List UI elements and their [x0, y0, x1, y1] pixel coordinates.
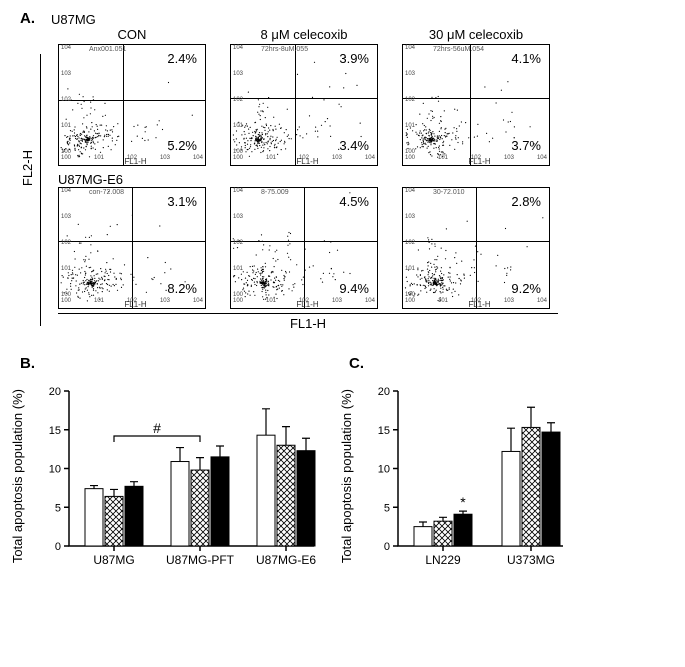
facs-inner-label: 72hrs-8uM.055: [261, 46, 308, 53]
facs-pct-ur: 4.5%: [339, 194, 369, 209]
fl1-axis-label: FL1-H: [58, 313, 558, 331]
facs-plot: 8-75.0094.5%9.4%100101102103104104103102…: [230, 187, 378, 309]
facs-pct-lr: 8.2%: [167, 281, 197, 296]
bar: [257, 435, 275, 546]
svg-text:10: 10: [49, 464, 61, 476]
cond-0: CON: [58, 27, 206, 42]
svg-text:0: 0: [55, 541, 61, 553]
panel-a: A. U87MG CON 8 μM celecoxib 30 μM celeco…: [10, 10, 675, 331]
facs-axis-mini: FL1-H: [296, 300, 318, 309]
facs-pct-lr: 3.7%: [511, 138, 541, 153]
cell-line-row2: U87MG-E6: [58, 172, 675, 187]
panel-c-label: C.: [349, 355, 568, 372]
facs-axis-mini: FL1-H: [468, 157, 490, 166]
facs-row: con-72.0083.1%8.2%1001011021031041041031…: [58, 187, 675, 309]
panel-c-ylabel: Total apoptosis population (%): [339, 389, 354, 563]
svg-text:LN229: LN229: [425, 553, 461, 567]
cell-line-row1: U87MG: [51, 12, 96, 27]
facs-pct-lr: 9.2%: [511, 281, 541, 296]
facs-axis-mini: FL1-H: [124, 300, 146, 309]
facs-pct-ur: 2.4%: [167, 51, 197, 66]
svg-text:U87MG: U87MG: [93, 553, 134, 567]
svg-text:20: 20: [49, 386, 61, 398]
facs-yticks: 104103102101100: [61, 45, 71, 155]
bar: [171, 462, 189, 546]
facs-inner-label: Anx001.051: [89, 46, 126, 53]
cond-1: 8 μM celecoxib: [230, 27, 378, 42]
facs-pct-ur: 4.1%: [511, 51, 541, 66]
facs-pct-lr: 3.4%: [339, 138, 369, 153]
facs-yticks: 104103102101100: [61, 188, 71, 298]
facs-plot: 72hrs-8uM.0553.9%3.4%1001011021031041041…: [230, 44, 378, 166]
facs-pct-lr: 9.4%: [339, 281, 369, 296]
bar: [85, 489, 103, 546]
facs-pct-ur: 3.9%: [339, 51, 369, 66]
bar: [211, 457, 229, 546]
facs-axis-mini: FL1-H: [468, 300, 490, 309]
facs-inner-label: 30-72.010: [433, 189, 465, 196]
bar: [434, 521, 452, 546]
facs-pct-ur: 2.8%: [511, 194, 541, 209]
facs-pct-lr: 5.2%: [167, 138, 197, 153]
bar: [297, 451, 315, 546]
bar: [414, 527, 432, 546]
bar: [542, 432, 560, 546]
bar: [191, 470, 209, 546]
bar: [454, 514, 472, 546]
facs-yticks: 104103102101100: [405, 188, 415, 298]
facs-inner-label: 8-75.009: [261, 189, 289, 196]
svg-text:U87MG-E6: U87MG-E6: [256, 553, 316, 567]
svg-text:15: 15: [49, 425, 61, 437]
panel-a-label: A.: [20, 10, 35, 27]
svg-text:*: *: [460, 494, 466, 510]
facs-plot: 30-72.0102.8%9.2%10010110210310410410310…: [402, 187, 550, 309]
svg-text:0: 0: [384, 541, 390, 553]
facs-yticks: 104103102101100: [405, 45, 415, 155]
svg-text:5: 5: [384, 502, 390, 514]
panel-b-label: B.: [20, 355, 319, 372]
bar: [522, 427, 540, 546]
svg-text:U373MG: U373MG: [507, 553, 555, 567]
condition-header: CON 8 μM celecoxib 30 μM celecoxib: [58, 27, 675, 42]
svg-text:15: 15: [378, 425, 390, 437]
facs-plot: 72hrs-56uM.0544.1%3.7%100101102103104104…: [402, 44, 550, 166]
facs-inner-label: 72hrs-56uM.054: [433, 46, 484, 53]
fl2-bracket: [40, 54, 41, 326]
bar: [502, 451, 520, 546]
facs-yticks: 104103102101100: [233, 188, 243, 298]
panel-c-chart: 0 5 10 15 20 LN229 U373MG *: [358, 376, 568, 576]
svg-text:10: 10: [378, 464, 390, 476]
panel-b: B. Total apoptosis population (%) 0 5 10 15…: [10, 355, 319, 576]
bar: [277, 445, 295, 546]
panel-b-chart: 0 5 10 15 20 U87MG U87MG-PFT U87MG-E6 #: [29, 376, 319, 576]
facs-yticks: 104103102101100: [233, 45, 243, 155]
facs-grid: Anx001.0512.4%5.2%1001011021031041041031…: [58, 44, 675, 311]
facs-plot: con-72.0083.1%8.2%1001011021031041041031…: [58, 187, 206, 309]
fl2-axis-label: FL2-H: [20, 150, 35, 186]
panel-c: C. Total apoptosis population (%) 0 5 10 15…: [339, 355, 568, 576]
facs-inner-label: con-72.008: [89, 189, 124, 196]
svg-text:U87MG-PFT: U87MG-PFT: [166, 553, 235, 567]
cond-2: 30 μM celecoxib: [402, 27, 550, 42]
bottom-panels: B. Total apoptosis population (%) 0 5 10 15…: [10, 355, 675, 576]
bar: [105, 496, 123, 546]
facs-plot: Anx001.0512.4%5.2%1001011021031041041031…: [58, 44, 206, 166]
svg-text:20: 20: [378, 386, 390, 398]
bar: [125, 486, 143, 546]
svg-text:5: 5: [55, 502, 61, 514]
facs-pct-ur: 3.1%: [167, 194, 197, 209]
svg-text:#: #: [153, 420, 161, 436]
panel-b-ylabel: Total apoptosis population (%): [10, 389, 25, 563]
facs-axis-mini: FL1-H: [296, 157, 318, 166]
facs-row: Anx001.0512.4%5.2%1001011021031041041031…: [58, 44, 675, 166]
facs-axis-mini: FL1-H: [124, 157, 146, 166]
